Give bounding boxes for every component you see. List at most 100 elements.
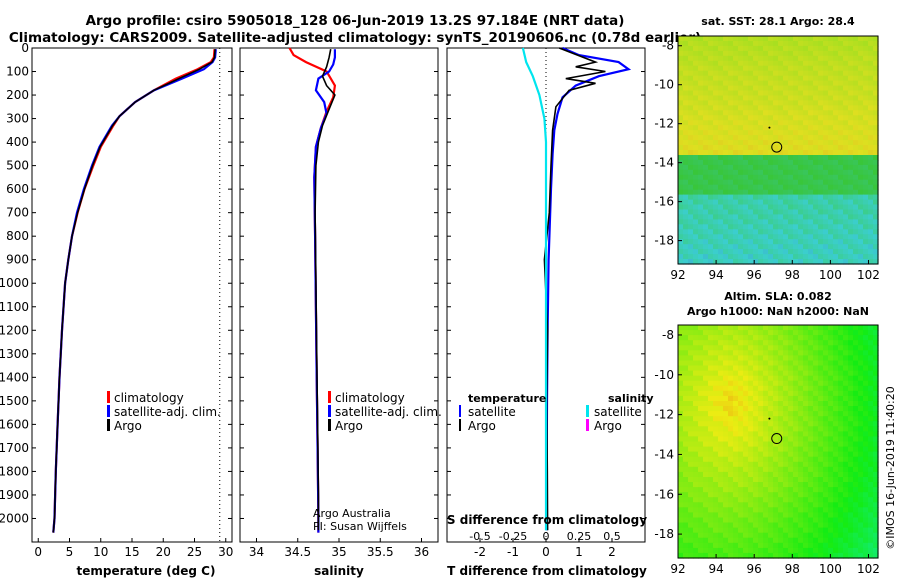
heatmap-cell: [728, 350, 734, 356]
heatmap-cell: [783, 477, 789, 483]
heatmap-cell: [738, 194, 744, 201]
heatmap-cell: [813, 507, 819, 513]
heatmap-cell: [828, 105, 834, 111]
heatmap-cell: [708, 244, 714, 250]
heatmap-cell: [753, 159, 759, 166]
heatmap-cell: [828, 45, 834, 52]
heatmap-cell: [753, 532, 759, 539]
heatmap-cell: [873, 406, 879, 412]
heatmap-cell: [743, 512, 749, 519]
heatmap-cell: [678, 401, 684, 407]
heatmap-cell: [838, 65, 844, 72]
heatmap-cell: [693, 527, 699, 534]
heatmap-cell: [848, 527, 854, 534]
heatmap-cell: [713, 436, 719, 443]
heatmap-cell: [773, 512, 779, 519]
sst-heatmap: [678, 36, 879, 265]
heatmap-cell: [833, 446, 839, 453]
heatmap-cell: [693, 451, 699, 458]
heatmap-cell: [818, 431, 824, 438]
heatmap-cell: [708, 90, 714, 97]
x-tick-label: 25: [187, 545, 202, 559]
heatmap-cell: [798, 55, 804, 62]
heatmap-cell: [798, 239, 804, 245]
heatmap-cell: [858, 244, 864, 250]
heatmap-cell: [738, 244, 744, 250]
heatmap-cell: [868, 517, 874, 524]
heatmap-cell: [718, 380, 724, 387]
heatmap-cell: [798, 527, 804, 534]
heatmap-cell: [868, 330, 874, 336]
heatmap-cell: [728, 65, 734, 72]
heatmap-cell: [828, 189, 834, 196]
heatmap-cell: [693, 552, 699, 559]
heatmap-cell: [683, 406, 689, 412]
heatmap-cell: [793, 120, 799, 126]
heatmap-cell: [828, 36, 834, 42]
heatmap-cell: [793, 370, 799, 377]
heatmap-cell: [733, 431, 739, 438]
heatmap-cell: [858, 234, 864, 240]
heatmap-cell: [703, 95, 709, 102]
heatmap-cell: [793, 204, 799, 211]
heatmap-cell: [823, 441, 829, 448]
heatmap-cell: [738, 522, 744, 529]
heatmap-cell: [813, 395, 819, 402]
heatmap-cell: [823, 547, 829, 554]
heatmap-cell: [773, 345, 779, 351]
heatmap-cell: [683, 204, 689, 211]
heatmap-cell: [828, 497, 834, 503]
heatmap-cell: [678, 239, 684, 245]
heatmap-cell: [778, 497, 784, 503]
heatmap-cell: [803, 325, 809, 331]
heatmap-cell: [793, 436, 799, 443]
heatmap-cell: [813, 50, 819, 57]
heatmap-cell: [778, 150, 784, 156]
heatmap-cell: [873, 169, 879, 176]
heatmap-cell: [728, 502, 734, 508]
heatmap-cell: [863, 259, 869, 265]
heatmap-cell: [738, 497, 744, 503]
heatmap-cell: [748, 179, 754, 186]
heatmap-cell: [773, 350, 779, 356]
heatmap-cell: [788, 492, 794, 498]
heatmap-cell: [783, 527, 789, 534]
heatmap-cell: [708, 461, 714, 468]
heatmap-cell: [708, 259, 714, 265]
heatmap-cell: [833, 401, 839, 407]
heatmap-cell: [828, 532, 834, 539]
heatmap-cell: [688, 497, 694, 503]
heatmap-cell: [718, 532, 724, 539]
heatmap-cell: [713, 340, 719, 346]
heatmap-cell: [808, 325, 814, 331]
heatmap-cell: [783, 224, 789, 230]
heatmap-cell: [798, 345, 804, 351]
heatmap-cell: [748, 431, 754, 438]
heatmap-cell: [863, 446, 869, 453]
heatmap-cell: [833, 426, 839, 432]
heatmap-cell: [768, 115, 774, 121]
heatmap-cell: [798, 189, 804, 196]
heatmap-cell: [793, 411, 799, 417]
heatmap-cell: [833, 375, 839, 382]
heatmap-cell: [858, 45, 864, 52]
heatmap-cell: [718, 477, 724, 483]
heatmap-cell: [783, 441, 789, 448]
heatmap-cell: [858, 537, 864, 544]
heatmap-cell: [838, 395, 844, 402]
heatmap-cell: [863, 95, 869, 102]
heatmap-cell: [828, 330, 834, 336]
heatmap-cell: [683, 85, 689, 92]
heatmap-cell: [753, 552, 759, 559]
salinity-xlabel: salinity: [314, 564, 364, 578]
heatmap-cell: [863, 110, 869, 116]
heatmap-cell: [738, 492, 744, 498]
heatmap-cell: [853, 194, 859, 201]
heatmap-cell: [768, 214, 774, 220]
heatmap-cell: [813, 421, 819, 427]
heatmap-cell: [698, 184, 704, 191]
heatmap-cell: [703, 80, 709, 87]
heatmap-cell: [793, 416, 799, 422]
heatmap-cell: [763, 471, 769, 478]
heatmap-cell: [813, 219, 819, 225]
